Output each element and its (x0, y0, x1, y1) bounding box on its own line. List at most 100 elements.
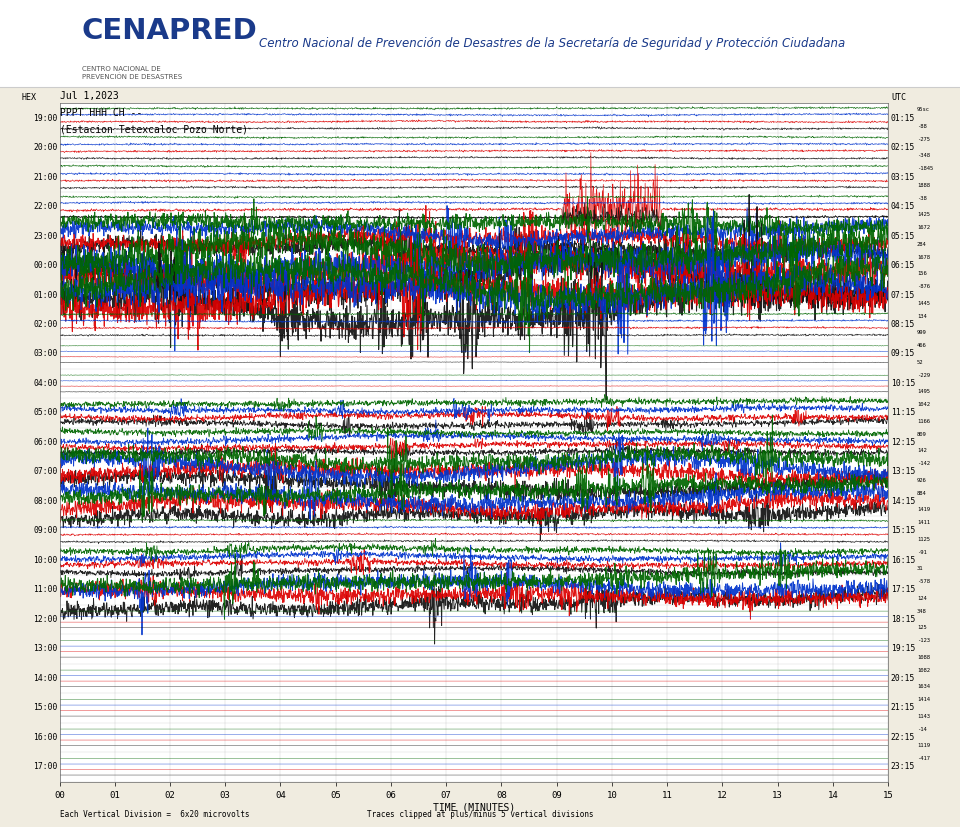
Text: 14:00: 14:00 (34, 674, 58, 683)
Text: 12:00: 12:00 (34, 614, 58, 624)
Text: 12:15: 12:15 (891, 438, 915, 447)
Text: 156: 156 (917, 271, 926, 276)
Text: 124: 124 (917, 595, 926, 600)
Text: 01:15: 01:15 (891, 113, 915, 122)
Text: HEX: HEX (21, 93, 36, 102)
Text: 1166: 1166 (917, 418, 930, 423)
Text: -38: -38 (917, 196, 926, 201)
Text: -417: -417 (917, 756, 930, 761)
Circle shape (37, 19, 44, 25)
Text: -876: -876 (917, 284, 930, 289)
Text: 1119: 1119 (917, 743, 930, 748)
Text: 15:00: 15:00 (34, 703, 58, 712)
Circle shape (24, 25, 30, 31)
Text: -123: -123 (917, 638, 930, 643)
Text: 23:15: 23:15 (891, 762, 915, 772)
Text: 15:15: 15:15 (891, 527, 915, 535)
Text: 18:15: 18:15 (891, 614, 915, 624)
Text: 02:00: 02:00 (34, 320, 58, 329)
Text: Traces clipped at plus/minus 5 vertical divisions: Traces clipped at plus/minus 5 vertical … (367, 810, 593, 820)
Text: 17:15: 17:15 (891, 586, 915, 595)
Text: 1082: 1082 (917, 667, 930, 672)
Text: 04:00: 04:00 (34, 379, 58, 388)
Text: 1143: 1143 (917, 714, 930, 719)
Text: -91: -91 (917, 550, 926, 555)
Text: PPPT HHH CH --: PPPT HHH CH -- (60, 108, 142, 117)
Circle shape (14, 15, 66, 72)
Text: 125: 125 (917, 625, 926, 630)
Text: -142: -142 (917, 461, 930, 466)
Circle shape (18, 41, 24, 46)
Text: Each Vertical Division =  6x20 microvolts: Each Vertical Division = 6x20 microvolts (60, 810, 250, 820)
Text: 348: 348 (917, 609, 926, 614)
Text: 07:00: 07:00 (34, 467, 58, 476)
Circle shape (52, 55, 58, 62)
Text: 1445: 1445 (917, 301, 930, 306)
Text: 00:00: 00:00 (34, 261, 58, 270)
Text: 23:00: 23:00 (34, 232, 58, 241)
Text: 1634: 1634 (917, 684, 930, 689)
Text: 08:00: 08:00 (34, 497, 58, 506)
X-axis label: TIME (MINUTES): TIME (MINUTES) (433, 802, 515, 812)
Text: 11:00: 11:00 (34, 586, 58, 595)
Circle shape (58, 41, 63, 46)
Text: 11:15: 11:15 (891, 409, 915, 418)
Text: 52: 52 (917, 360, 924, 365)
Text: 1888: 1888 (917, 183, 930, 188)
Text: 284: 284 (917, 241, 926, 246)
Text: 19:15: 19:15 (891, 644, 915, 653)
Text: -88: -88 (917, 124, 926, 129)
Text: 06:00: 06:00 (34, 438, 58, 447)
Text: 1125: 1125 (917, 537, 930, 542)
Text: 95sc: 95sc (917, 108, 930, 112)
Text: 14:15: 14:15 (891, 497, 915, 506)
Text: 1411: 1411 (917, 520, 930, 525)
Text: 10:00: 10:00 (34, 556, 58, 565)
Text: 07:15: 07:15 (891, 290, 915, 299)
Text: 1495: 1495 (917, 390, 930, 394)
Text: 926: 926 (917, 478, 926, 483)
Text: 06:15: 06:15 (891, 261, 915, 270)
Circle shape (37, 62, 44, 68)
Circle shape (8, 7, 74, 79)
Text: 13:00: 13:00 (34, 644, 58, 653)
Circle shape (24, 55, 30, 62)
Text: 19:00: 19:00 (34, 113, 58, 122)
Text: 134: 134 (917, 313, 926, 318)
Text: 20:15: 20:15 (891, 674, 915, 683)
Text: 142: 142 (917, 448, 926, 453)
Text: 1678: 1678 (917, 255, 930, 260)
Text: 08:15: 08:15 (891, 320, 915, 329)
Circle shape (25, 26, 57, 61)
Text: 21:15: 21:15 (891, 703, 915, 712)
Text: 1672: 1672 (917, 225, 930, 230)
Text: 01:00: 01:00 (34, 290, 58, 299)
Text: 1425: 1425 (917, 213, 930, 218)
Text: -229: -229 (917, 373, 930, 378)
Text: 809: 809 (917, 432, 926, 437)
Text: -1845: -1845 (917, 166, 933, 171)
Text: 466: 466 (917, 343, 926, 348)
Text: 05:00: 05:00 (34, 409, 58, 418)
Text: 10:15: 10:15 (891, 379, 915, 388)
Text: 16:00: 16:00 (34, 733, 58, 742)
Text: 1419: 1419 (917, 507, 930, 512)
Text: 09:15: 09:15 (891, 350, 915, 358)
Text: 999: 999 (917, 330, 926, 335)
Text: 884: 884 (917, 490, 926, 495)
Text: 31: 31 (917, 566, 924, 571)
Text: CENTRO NACIONAL DE: CENTRO NACIONAL DE (82, 66, 160, 72)
Text: CENAPRED: CENAPRED (82, 17, 257, 45)
Text: 02:15: 02:15 (891, 143, 915, 152)
Text: -348: -348 (917, 153, 930, 159)
Text: 09:00: 09:00 (34, 527, 58, 535)
Text: 20:00: 20:00 (34, 143, 58, 152)
Text: 03:15: 03:15 (891, 173, 915, 182)
Text: Centro Nacional de Prevención de Desastres de la Secretaría de Seguridad y Prote: Centro Nacional de Prevención de Desastr… (259, 37, 846, 50)
Circle shape (52, 25, 58, 31)
Text: 03:00: 03:00 (34, 350, 58, 358)
Text: UTC: UTC (891, 93, 906, 102)
Text: -275: -275 (917, 136, 930, 142)
Text: -14: -14 (917, 726, 926, 732)
Text: PREVENCIÓN DE DESASTRES: PREVENCIÓN DE DESASTRES (82, 74, 181, 80)
